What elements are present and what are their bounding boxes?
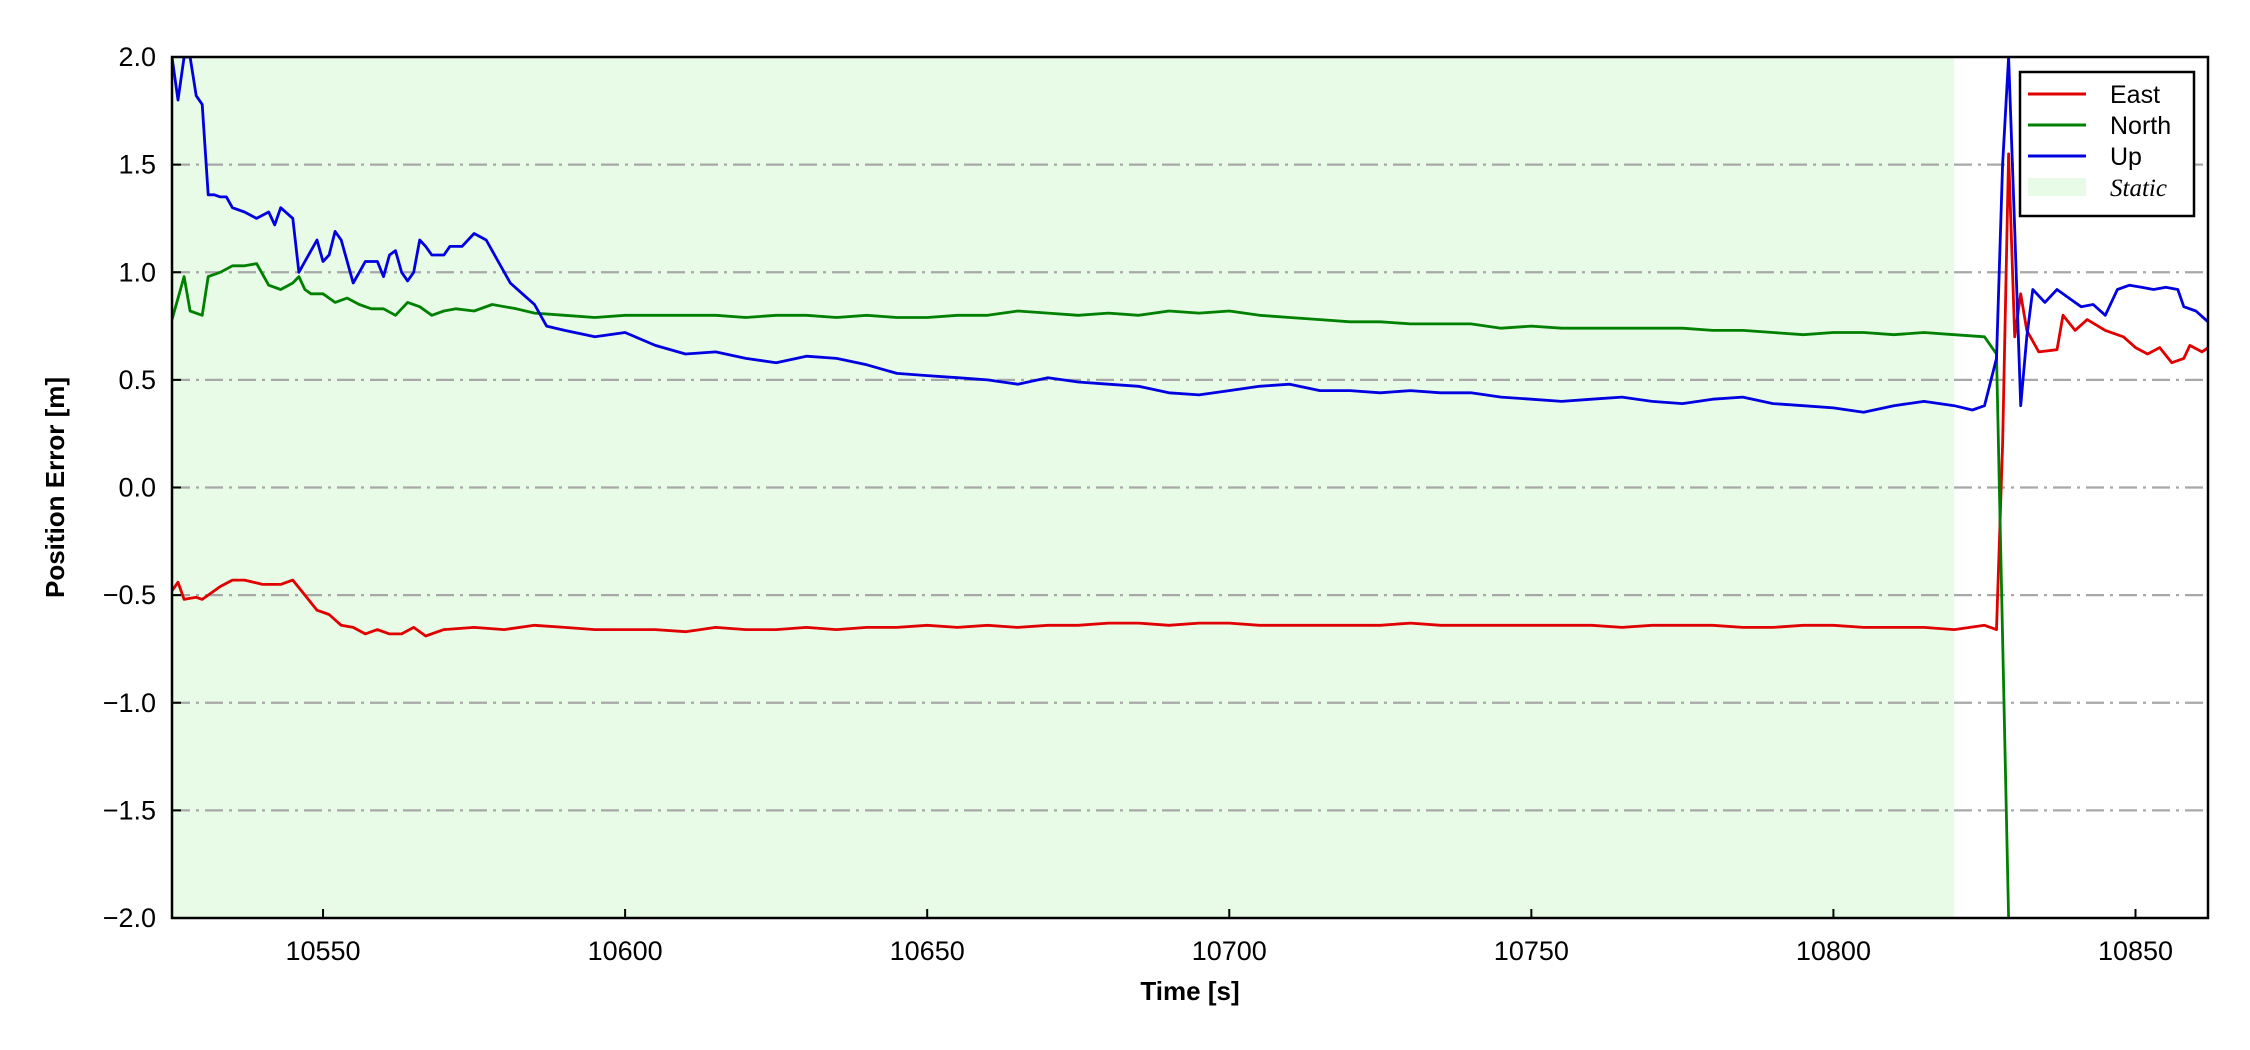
- y-tick-label: −1.5: [103, 795, 156, 825]
- y-tick-label: −2.0: [103, 903, 156, 933]
- x-tick-label: 10550: [285, 936, 360, 966]
- series-line-up: [172, 57, 2208, 414]
- y-tick-label: −1.0: [103, 688, 156, 718]
- x-axis-ticks: 10550 10600 10650 10700 10750 10800 10850: [285, 909, 2173, 966]
- grid-lines: [172, 163, 2208, 812]
- y-tick-label: 0.0: [118, 473, 156, 503]
- series-line-east: [172, 152, 2208, 638]
- series-line-north: [172, 262, 2010, 918]
- y-tick-label: 2.0: [118, 42, 156, 72]
- y-axis-ticks: 2.0 1.5 1.0 0.5 0.0 −0.5 −1.0 −1.5 −2.0: [103, 42, 181, 933]
- x-tick-label: 10650: [890, 936, 965, 966]
- legend: East North Up Static: [2018, 70, 2196, 218]
- x-axis-title: Time [s]: [1140, 976, 1239, 1006]
- y-axis-title: Position Error [m]: [40, 377, 70, 598]
- y-tick-label: 0.5: [118, 365, 156, 395]
- x-tick-label: 10750: [1494, 936, 1569, 966]
- legend-label-up: Up: [2110, 143, 2142, 171]
- y-tick-label: 1.0: [118, 257, 156, 287]
- x-tick-label: 10800: [1796, 936, 1871, 966]
- y-tick-label: 1.5: [118, 150, 156, 180]
- legend-label-east: East: [2110, 81, 2160, 109]
- legend-label-north: North: [2110, 112, 2171, 140]
- x-tick-label: 10700: [1192, 936, 1267, 966]
- x-tick-label: 10850: [2098, 936, 2173, 966]
- legend-label-static: Static: [2110, 175, 2167, 202]
- y-tick-label: −0.5: [103, 580, 156, 610]
- series-lines: [172, 57, 2208, 918]
- x-tick-label: 10600: [588, 936, 663, 966]
- legend-swatch-static: [2028, 178, 2086, 196]
- legend-items: East North Up Static: [2028, 81, 2171, 202]
